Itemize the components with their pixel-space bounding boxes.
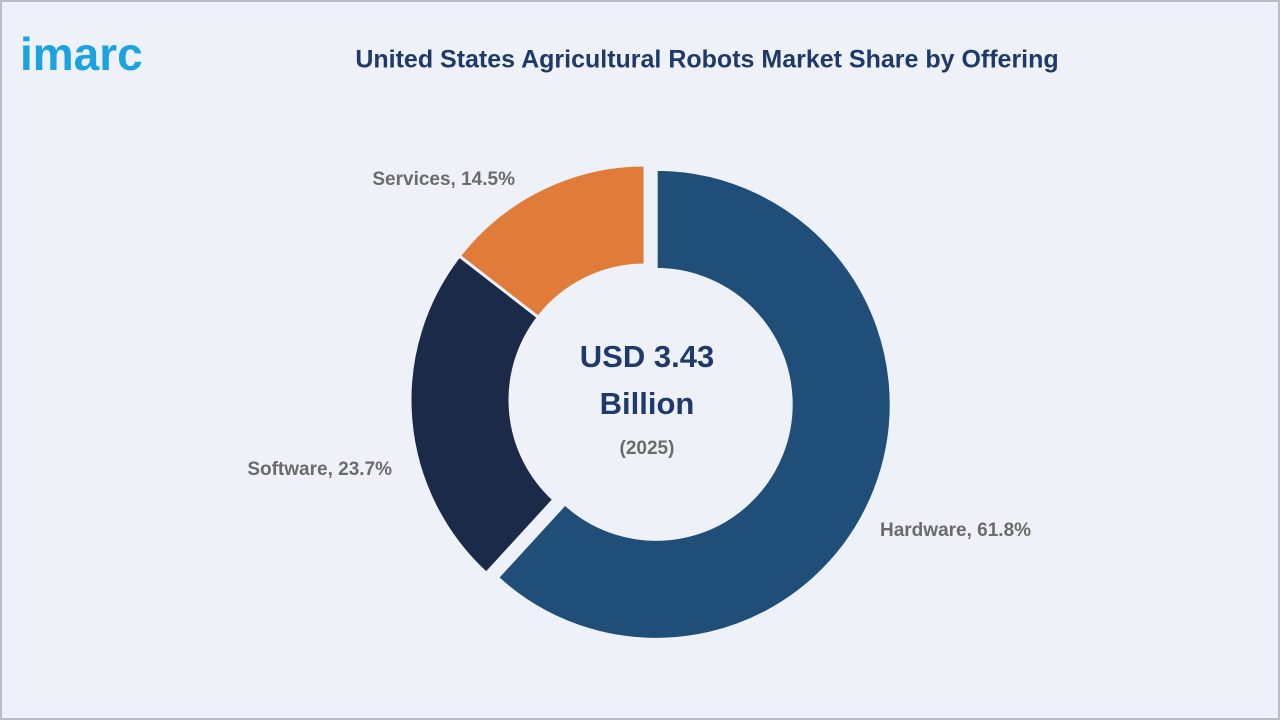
chart-title: United States Agricultural Robots Market… (355, 46, 1058, 74)
center-label: Billion (600, 386, 695, 421)
center-label: USD 3.43 (580, 339, 714, 374)
center-sublabel: (2025) (620, 438, 675, 459)
donut-slice (457, 163, 647, 320)
donut-slice (408, 253, 556, 576)
donut-slice (495, 167, 893, 641)
data-label: Software, 23.7% (247, 459, 392, 480)
logo: imarc (20, 28, 143, 80)
data-label: Hardware, 61.8% (880, 520, 1031, 541)
data-label: Services, 14.5% (372, 169, 515, 190)
